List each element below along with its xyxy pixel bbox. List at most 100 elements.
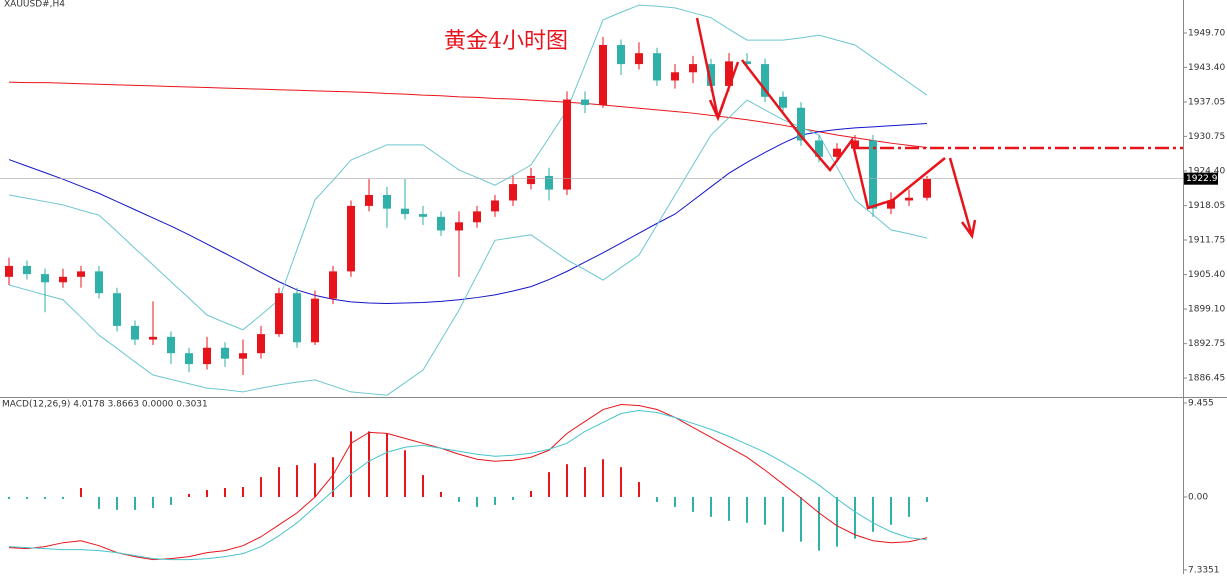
macd-bar — [116, 496, 118, 510]
y-tick-label: 7.3351 — [1188, 565, 1220, 574]
candle-body — [707, 64, 715, 86]
indicator-line — [8, 123, 928, 305]
candle-body — [95, 271, 103, 294]
arrow — [695, 17, 720, 119]
candle-body — [869, 140, 877, 209]
candle-body — [851, 140, 859, 149]
candle-body — [671, 72, 679, 81]
chart-title: 黄金4小时图 — [444, 29, 568, 54]
y-tick-label: 1892.75 — [1188, 339, 1225, 349]
last-price-box — [1184, 172, 1218, 185]
arrow-head — [960, 219, 977, 240]
y-tick-label: 1949.70 — [1188, 29, 1225, 39]
y-tick-label: 9.455 — [1188, 399, 1214, 409]
macd-bar — [260, 477, 262, 497]
macd-bar — [800, 496, 802, 542]
candle-body — [743, 61, 751, 65]
y-tick-label: 0.00 — [1188, 492, 1208, 502]
candle-body — [653, 53, 661, 81]
last-price-label: 1922.99 — [1186, 174, 1223, 184]
macd-bar — [296, 465, 298, 497]
macd-bar — [170, 496, 172, 505]
candle-body — [167, 336, 175, 354]
candle-body — [131, 325, 139, 340]
y-tick-label: 1911.75 — [1188, 236, 1225, 246]
y-tick-label: 1937.05 — [1188, 98, 1225, 108]
macd-bar — [818, 496, 820, 551]
macd-bar — [278, 467, 280, 497]
candle-body — [113, 293, 121, 326]
macd-bar — [422, 475, 424, 497]
macd-bar — [98, 496, 100, 509]
symbol-label: XAUUSD#,H4 — [4, 0, 65, 10]
macd-bar — [872, 496, 874, 532]
macd-bar — [926, 496, 928, 502]
macd-bar — [404, 450, 406, 497]
candle-body — [599, 45, 607, 106]
candle-body — [635, 53, 643, 65]
candle-body — [437, 216, 445, 231]
annotation-arrows — [695, 17, 1183, 240]
macd-bar — [458, 496, 460, 502]
macd-bar — [782, 496, 784, 532]
macd-bar — [548, 472, 550, 497]
candle-body — [293, 293, 301, 343]
candle-body — [329, 271, 337, 299]
indicator-line — [8, 81, 928, 149]
candle-body — [581, 99, 589, 106]
arrow — [948, 157, 974, 237]
macd-bar — [710, 496, 712, 517]
candle-body — [59, 276, 67, 283]
candle-body — [689, 64, 697, 73]
candle-body — [617, 45, 625, 65]
candle-body — [797, 107, 805, 141]
macd-bar — [890, 496, 892, 525]
candle-body — [725, 61, 733, 86]
candle-body — [491, 200, 499, 212]
macd-bar — [602, 459, 604, 497]
candle-body — [761, 64, 769, 97]
macd-bar — [494, 496, 496, 505]
candle-body — [887, 200, 895, 209]
macd-bar — [224, 488, 226, 497]
candle-body — [815, 140, 823, 157]
macd-bar — [620, 467, 622, 497]
candle-body — [509, 184, 517, 201]
candle-body — [347, 205, 355, 272]
candle-body — [5, 265, 13, 277]
candle-body — [275, 293, 283, 335]
macd-bar — [350, 431, 352, 497]
plot: 1949.70 1943.40 1937.05 1930.75 1924.40 1918.… — [0, 4, 1225, 575]
y-tick-label: 1943.40 — [1188, 63, 1225, 73]
macd-bar — [332, 457, 334, 497]
candle-body — [455, 222, 463, 231]
macd-bar — [476, 496, 478, 507]
indicator-line — [8, 410, 928, 561]
candle-body — [77, 271, 85, 277]
macd-bar — [80, 488, 82, 497]
candle-body — [383, 195, 391, 209]
candle-body — [473, 211, 481, 223]
macd-bar — [314, 463, 316, 497]
macd-bar — [134, 496, 136, 510]
macd-bar — [638, 482, 640, 497]
candle-body — [185, 353, 193, 365]
macd-bar — [674, 496, 676, 507]
macd-bar — [368, 431, 370, 497]
macd-bar — [530, 491, 532, 497]
macd-bar — [746, 496, 748, 523]
candle-body — [257, 334, 265, 354]
candle-body — [779, 96, 787, 108]
candle-body — [23, 265, 31, 275]
candle-body — [563, 99, 571, 190]
macd-label: MACD(12,26,9) 4.0178 3.8663 0.0000 0.303… — [2, 400, 208, 410]
macd-bar — [188, 494, 190, 497]
macd-bar — [26, 496, 28, 499]
candle-body — [203, 347, 211, 365]
indicator-line — [8, 99, 928, 396]
macd-bar — [206, 490, 208, 497]
macd-bar — [566, 464, 568, 497]
macd-bar — [854, 496, 856, 539]
